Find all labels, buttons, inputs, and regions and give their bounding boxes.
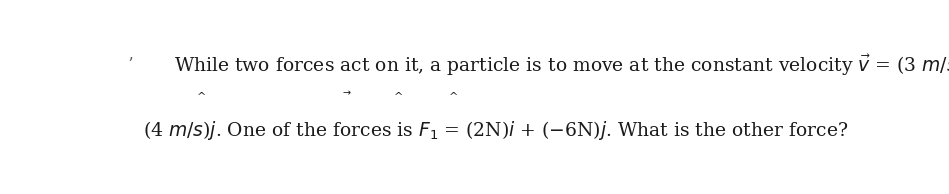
Text: ʼ: ʼ	[127, 57, 133, 74]
Text: ^: ^	[197, 92, 207, 102]
Text: $\rightarrow$: $\rightarrow$	[341, 88, 352, 98]
Text: While two forces act on it, a particle is to move at the constant velocity $\vec: While two forces act on it, a particle i…	[174, 53, 949, 78]
Text: (4 $m/s$)$j$. One of the forces is $F_1$ = (2N)$i$ + ($-$6N)$j$. What is the oth: (4 $m/s$)$j$. One of the forces is $F_1$…	[143, 119, 848, 142]
Text: ^: ^	[449, 92, 458, 102]
Text: ^: ^	[394, 92, 402, 102]
